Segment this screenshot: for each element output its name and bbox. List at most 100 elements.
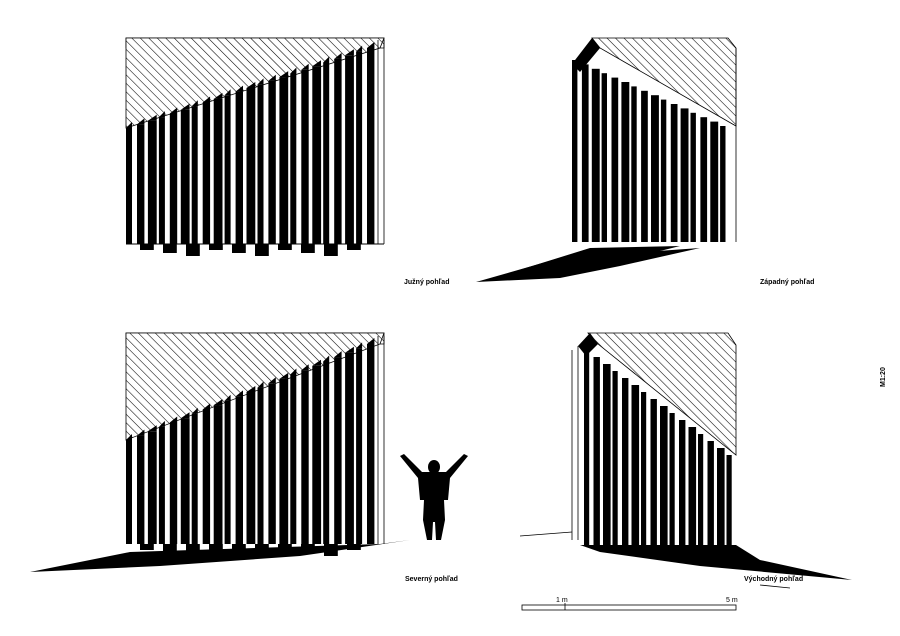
fin <box>290 375 296 545</box>
fin <box>126 440 132 544</box>
fin <box>631 86 636 242</box>
shadow-block <box>255 544 269 556</box>
shadow-block <box>186 244 200 256</box>
fin <box>192 106 198 244</box>
fin <box>594 357 600 545</box>
fin <box>367 48 374 244</box>
fin <box>661 100 666 242</box>
fin <box>225 95 231 244</box>
scale-bar <box>522 603 736 610</box>
shadow-block <box>209 544 223 550</box>
fin <box>258 388 264 544</box>
fin <box>612 78 619 242</box>
fin <box>367 344 374 544</box>
ground-shadow <box>580 545 852 580</box>
fin <box>691 113 696 242</box>
fin <box>268 81 275 244</box>
fin <box>236 396 243 544</box>
fin <box>641 392 646 545</box>
west-elevation <box>476 38 736 282</box>
shadow-block <box>301 244 315 253</box>
fin <box>258 84 264 244</box>
shadow-block <box>324 244 338 256</box>
fin <box>602 73 607 242</box>
fin <box>312 66 321 244</box>
fin <box>290 74 296 245</box>
fin <box>192 414 198 544</box>
fin <box>681 108 689 242</box>
fin <box>247 392 256 544</box>
fin <box>710 122 718 242</box>
fin <box>720 126 725 242</box>
fin <box>236 92 243 244</box>
north-elevation-label: Severný pohľad <box>405 576 458 583</box>
fin <box>159 427 165 544</box>
fin <box>622 378 628 545</box>
ground-line <box>760 585 790 588</box>
fin <box>268 383 275 544</box>
fin <box>670 413 675 545</box>
south-elevation-label: Južný pohľad <box>404 279 449 286</box>
west-elevation-label: Západný pohľad <box>760 279 814 286</box>
fin <box>651 399 657 545</box>
fin <box>148 431 157 544</box>
fin <box>651 95 659 242</box>
fin <box>582 64 589 242</box>
fin <box>323 362 329 545</box>
fin <box>356 52 362 244</box>
fin <box>698 434 703 545</box>
fin <box>592 69 600 242</box>
shadow-block <box>347 244 361 250</box>
fin <box>126 128 132 244</box>
shadow-block <box>347 544 361 550</box>
north-elevation <box>30 333 410 572</box>
fin <box>203 410 210 545</box>
scale-ratio: M1:20 <box>880 367 887 387</box>
fin <box>613 371 618 545</box>
shadow-block <box>232 544 246 553</box>
ground-line <box>520 532 572 536</box>
human-figure <box>400 454 468 540</box>
fin <box>301 70 308 244</box>
shadow-block <box>301 544 315 553</box>
fin <box>679 420 685 545</box>
fin <box>137 436 144 544</box>
shadow-block <box>140 544 154 550</box>
fin <box>334 59 341 244</box>
fin <box>312 366 321 544</box>
fin <box>247 88 256 244</box>
shadow-block <box>324 544 338 556</box>
east-elevation-label: Východný pohľad <box>744 576 803 583</box>
scale-tick-5m: 5 m <box>726 597 738 604</box>
fin <box>632 385 640 545</box>
fin <box>170 114 177 245</box>
fin <box>356 348 362 544</box>
fin <box>621 82 629 242</box>
fin <box>334 357 341 544</box>
shadow-block <box>209 244 223 250</box>
fin <box>203 103 210 245</box>
fin <box>660 406 668 545</box>
fin <box>708 441 714 545</box>
fin <box>717 448 725 545</box>
fin <box>279 77 288 244</box>
fin <box>323 63 329 245</box>
shadow-block <box>278 244 292 250</box>
east-elevation <box>520 333 852 588</box>
fin <box>345 55 354 244</box>
shadow-block <box>163 544 177 553</box>
fin <box>214 405 223 544</box>
fin <box>671 104 678 242</box>
fin <box>301 370 308 544</box>
fin <box>148 121 157 244</box>
shadow-block <box>278 544 292 550</box>
fin <box>181 110 190 244</box>
fin <box>603 364 611 545</box>
fin <box>641 91 648 242</box>
shadow-block <box>255 244 269 256</box>
fin <box>572 60 577 242</box>
ground-shadow <box>140 244 361 256</box>
scale-tick-1m: 1 m <box>556 597 568 604</box>
fin <box>225 401 231 544</box>
